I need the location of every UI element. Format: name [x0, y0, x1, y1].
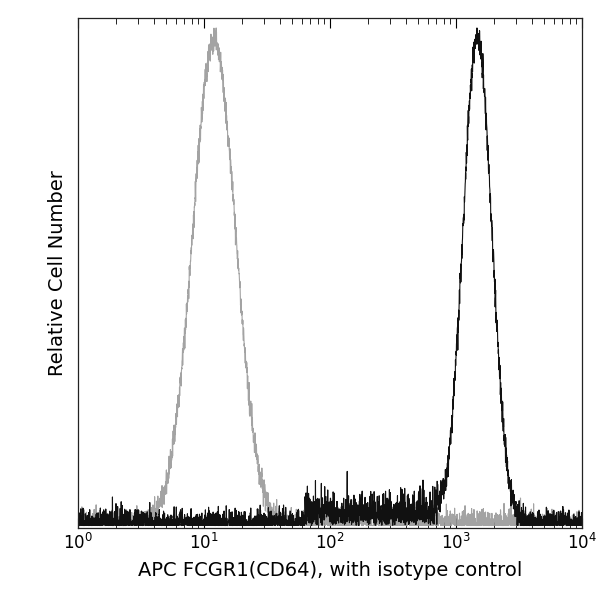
X-axis label: APC FCGR1(CD64), with isotype control: APC FCGR1(CD64), with isotype control	[138, 561, 522, 580]
Y-axis label: Relative Cell Number: Relative Cell Number	[48, 170, 67, 376]
